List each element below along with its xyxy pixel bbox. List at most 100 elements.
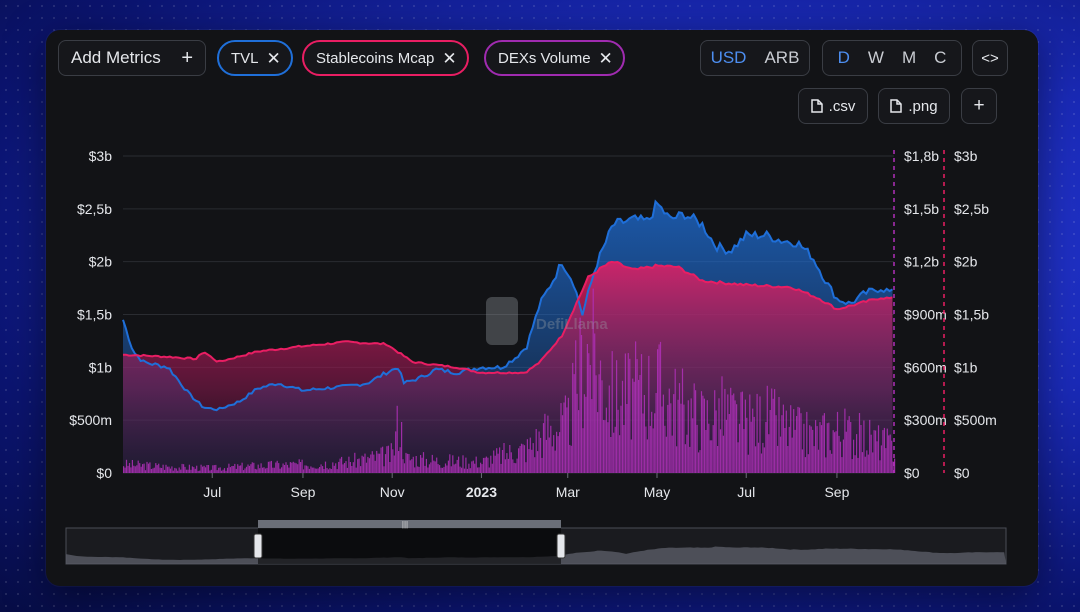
left-axis-tick: $2b <box>89 254 113 270</box>
dex-volume-bar <box>185 469 188 473</box>
left-axis-tick: $3b <box>89 148 113 164</box>
left-axis-tick: $1,5b <box>77 307 112 323</box>
tvl-line-path <box>122 199 893 412</box>
dex-volume-bar <box>841 457 843 473</box>
range-brush[interactable]: ||| <box>46 518 1038 568</box>
dex-volume-bar <box>320 464 322 473</box>
dex-volume-bar <box>323 469 325 473</box>
add-metrics-button[interactable]: Add Metrics + <box>58 40 206 76</box>
embed-button[interactable]: <> <box>972 40 1008 76</box>
dex-volume-bar <box>570 445 572 473</box>
dex-volume-bar <box>819 422 821 473</box>
dex-volume-bar <box>393 455 395 473</box>
dex-volume-bar <box>305 465 308 473</box>
dex-volume-bar <box>202 466 204 473</box>
x-icon[interactable]: ✕ <box>266 48 281 68</box>
download-csv-button[interactable]: .csv <box>798 88 868 124</box>
dex-volume-bar <box>308 468 310 473</box>
x-icon[interactable]: ✕ <box>598 48 613 68</box>
metric-pill-tvl[interactable]: TVL ✕ <box>217 40 293 76</box>
dex-volume-bar <box>617 409 619 473</box>
dex-volume-bar <box>398 451 400 473</box>
dex-volume-bar <box>395 431 397 473</box>
dex-volume-bar <box>572 362 574 473</box>
dex-volume-bar <box>288 467 290 473</box>
dex-volume-bar <box>374 460 376 473</box>
dex-volume-bar <box>430 462 432 473</box>
dex-volume-bar <box>662 394 664 473</box>
dex-volume-bar <box>177 470 179 473</box>
chart-svg: $3b $2,5b $2b $1,5b $1b $500m $0 $1,8b $1,5b $1,2… <box>69 148 997 500</box>
dex-volume-bar <box>681 368 684 473</box>
dex-volume-bar <box>731 395 733 473</box>
brush-selection[interactable] <box>258 528 561 564</box>
left-axis-tick: $2,5b <box>77 201 112 217</box>
brush-handle-left[interactable] <box>253 533 263 559</box>
dex-volume-bar <box>777 445 779 473</box>
dex-volume-bar <box>499 447 501 473</box>
x-axis-tick: Sep <box>290 484 315 500</box>
x-icon[interactable]: ✕ <box>442 48 457 68</box>
metric-pill-stablecoins[interactable]: Stablecoins Mcap ✕ <box>302 40 469 76</box>
dex-volume-bar <box>714 390 716 473</box>
dex-volume-bar <box>632 378 634 473</box>
dex-volume-bar <box>876 441 878 473</box>
tvl-line <box>122 199 893 412</box>
dex-volume-bar <box>279 468 281 473</box>
dex-volume-bar <box>317 468 319 473</box>
currency-option-arb[interactable]: ARB <box>764 48 800 67</box>
dex-volume-bar <box>273 467 275 473</box>
dex-volume-bar <box>424 465 426 473</box>
metric-pill-dexs[interactable]: DEXs Volume ✕ <box>484 40 625 76</box>
dex-volume-bar <box>153 467 155 473</box>
dex-volume-bar <box>749 394 751 473</box>
dex-volume-bar <box>510 452 512 473</box>
dex-volume-bar <box>482 457 485 473</box>
dex-volume-bar <box>717 446 719 473</box>
right-axis-2-tick: $2b <box>954 254 978 270</box>
dex-volume-bar <box>200 464 202 473</box>
dex-volume-bar <box>461 467 463 473</box>
dex-volume-bar <box>715 410 717 473</box>
dex-volume-bar <box>676 446 678 473</box>
dex-volume-bar <box>152 468 154 473</box>
period-option-m[interactable]: M <box>901 48 917 67</box>
dex-volume-bar <box>437 464 439 473</box>
dex-volume-bar <box>275 462 277 473</box>
dex-volume-bar <box>463 468 466 473</box>
dex-volume-bar <box>403 463 406 473</box>
dex-volume-bar <box>158 463 160 473</box>
period-option-c[interactable]: C <box>934 48 947 67</box>
dex-volume-bar <box>646 439 648 473</box>
add-metrics-label: Add Metrics <box>71 48 161 67</box>
dex-volume-bar <box>187 469 189 473</box>
currency-option-usd[interactable]: USD <box>710 48 747 67</box>
dex-volume-bar <box>468 463 470 473</box>
dex-volume-bar <box>162 464 164 473</box>
dex-volume-bar <box>140 466 142 473</box>
dex-volume-bar <box>832 430 834 473</box>
dex-volume-bar <box>794 429 796 473</box>
dex-volume-bar <box>215 464 217 473</box>
dex-volume-bar <box>836 411 839 473</box>
dex-volume-bar <box>671 435 673 473</box>
dex-volume-bar <box>578 410 580 473</box>
dex-volume-bar <box>724 388 726 473</box>
brush-handle-right[interactable] <box>556 533 566 559</box>
dex-volume-bar <box>143 463 145 473</box>
watermark-text: DefiLlama <box>536 316 608 333</box>
dex-volume-bar <box>639 375 641 473</box>
dex-volume-bar <box>864 456 866 473</box>
more-options-button[interactable]: + <box>961 88 997 124</box>
dex-volume-bar <box>594 333 596 473</box>
brush-top-bar[interactable] <box>258 520 561 528</box>
dex-volume-bar <box>769 410 771 473</box>
dex-volume-bar <box>875 430 877 473</box>
dex-volume-bar <box>668 388 670 473</box>
period-option-d[interactable]: D <box>837 48 850 67</box>
dex-volume-bar <box>396 405 398 473</box>
dex-volume-bar <box>488 467 490 473</box>
download-png-button[interactable]: .png <box>878 88 950 124</box>
dex-volume-bar <box>822 415 824 473</box>
period-option-w[interactable]: W <box>867 48 884 67</box>
